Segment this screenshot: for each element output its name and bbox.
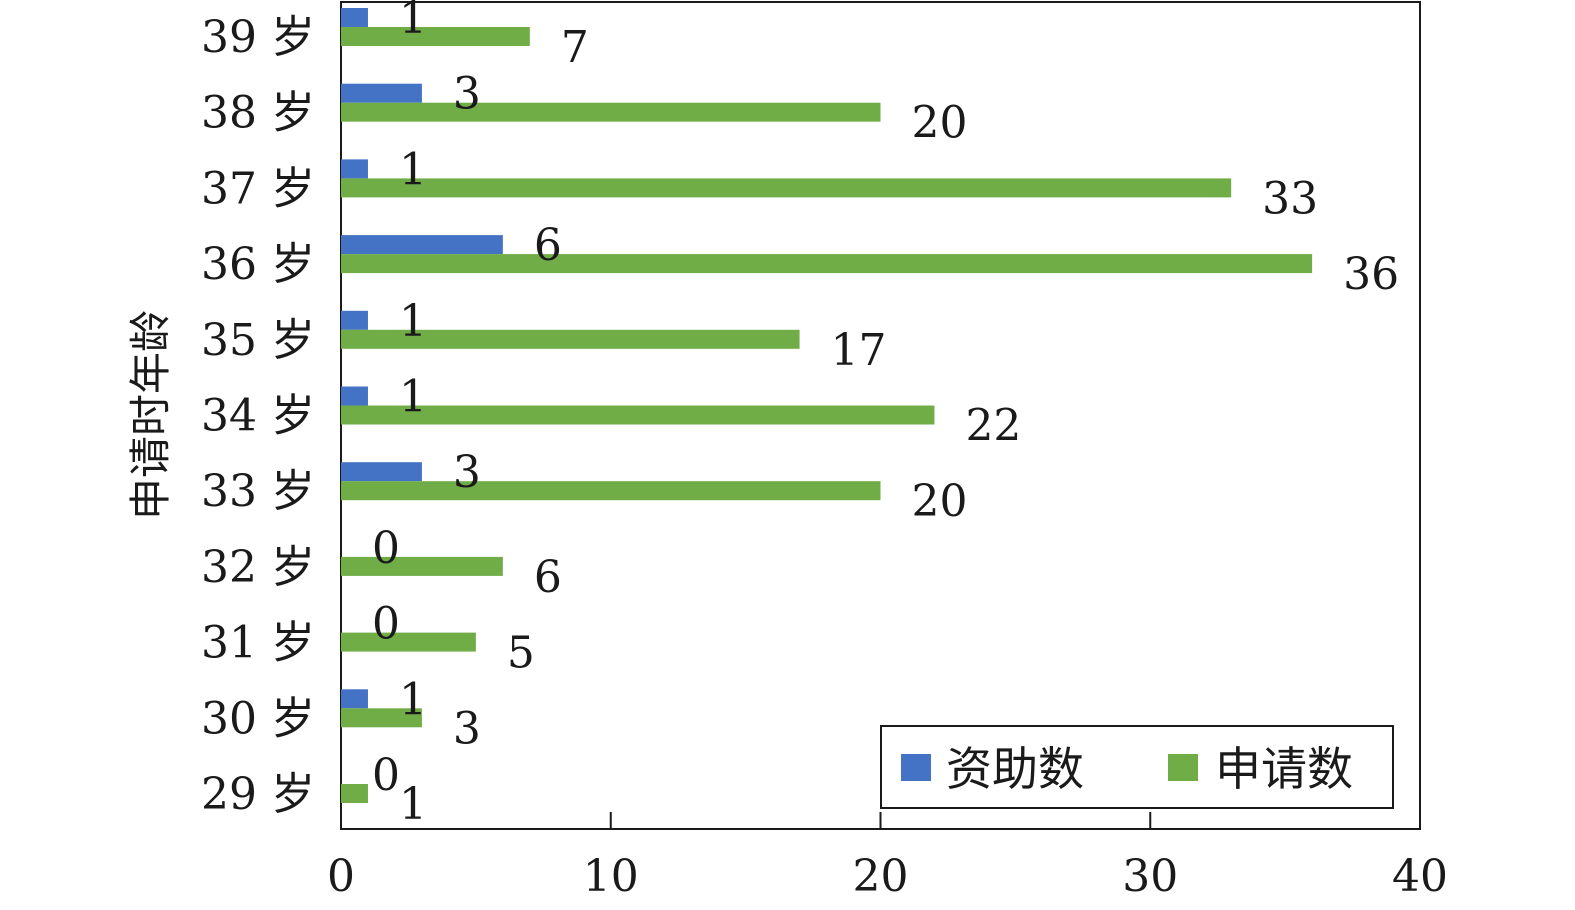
category-label: 31 岁	[201, 618, 315, 669]
category-label: 29 岁	[201, 769, 315, 820]
legend-swatch-applications	[1168, 754, 1198, 781]
bar-applications	[341, 708, 422, 728]
data-label-applications: 3	[453, 703, 481, 754]
data-label-funded: 0	[372, 523, 400, 574]
data-label-applications: 22	[965, 401, 1021, 452]
bar-funded	[341, 159, 368, 179]
bar-applications	[341, 405, 935, 425]
data-label-funded: 1	[399, 296, 427, 347]
bar-applications	[341, 481, 881, 501]
bar-funded	[341, 83, 422, 103]
bar-funded	[341, 8, 368, 27]
category-label: 37 岁	[201, 163, 315, 214]
bar-applications	[341, 178, 1232, 198]
x-tick-label: 40	[1392, 851, 1448, 902]
data-label-applications: 1	[399, 779, 427, 830]
bar-applications	[341, 254, 1313, 274]
bar-applications	[341, 556, 503, 576]
data-label-funded: 1	[399, 372, 427, 423]
category-label: 36 岁	[201, 239, 315, 290]
category-label: 38 岁	[201, 88, 315, 139]
x-ticks-group: 0 10 20 30 40	[327, 812, 1448, 902]
bar-funded	[341, 689, 368, 709]
bar-funded	[341, 235, 503, 255]
y-axis-title: 申请时年龄	[126, 310, 175, 520]
data-label-applications: 6	[534, 552, 562, 603]
x-tick-label: 20	[853, 851, 909, 902]
bar-applications	[341, 784, 368, 803]
data-label-applications: 7	[561, 22, 589, 73]
legend-frame	[880, 725, 1394, 809]
category-labels-group: 29 岁 30 岁 31 岁 32 岁 33 岁 34 岁 35 岁 36 岁 37 岁 38 岁…	[201, 12, 315, 820]
category-label: 39 岁	[201, 12, 315, 63]
bar-funded	[341, 310, 368, 330]
data-label-applications: 5	[507, 628, 535, 679]
data-label-funded: 3	[453, 447, 481, 498]
category-label: 35 岁	[201, 315, 315, 366]
legend-label-applications: 申请数	[1215, 742, 1353, 796]
x-tick-label: 30	[1122, 851, 1178, 902]
bars-group	[341, 8, 1313, 803]
x-tick-label: 0	[327, 851, 355, 902]
category-label: 32 岁	[201, 542, 315, 593]
data-label-funded: 1	[399, 144, 427, 195]
data-label-funded: 3	[453, 69, 481, 120]
data-label-funded: 1	[399, 0, 427, 44]
legend: 资助数 申请数	[880, 725, 1394, 809]
legend-label-funded: 资助数	[946, 742, 1084, 796]
bar-applications	[341, 27, 530, 46]
bar-applications	[341, 632, 476, 652]
data-label-funded: 0	[372, 750, 400, 801]
data-label-applications: 20	[912, 98, 968, 149]
data-label-funded: 0	[372, 599, 400, 650]
data-label-funded: 1	[399, 674, 427, 725]
data-label-applications: 36	[1343, 249, 1399, 300]
bar-funded	[341, 386, 368, 406]
data-label-applications: 33	[1262, 173, 1318, 224]
legend-swatch-funded	[901, 754, 931, 781]
data-label-applications: 20	[912, 476, 968, 527]
data-label-applications: 17	[831, 325, 887, 376]
x-tick-label: 10	[583, 851, 639, 902]
bar-funded	[341, 462, 422, 482]
data-label-funded: 6	[534, 220, 562, 271]
category-label: 34 岁	[201, 391, 315, 442]
category-label: 30 岁	[201, 693, 315, 744]
bar-applications	[341, 102, 881, 122]
bar-applications	[341, 329, 800, 349]
category-label: 33 岁	[201, 466, 315, 517]
